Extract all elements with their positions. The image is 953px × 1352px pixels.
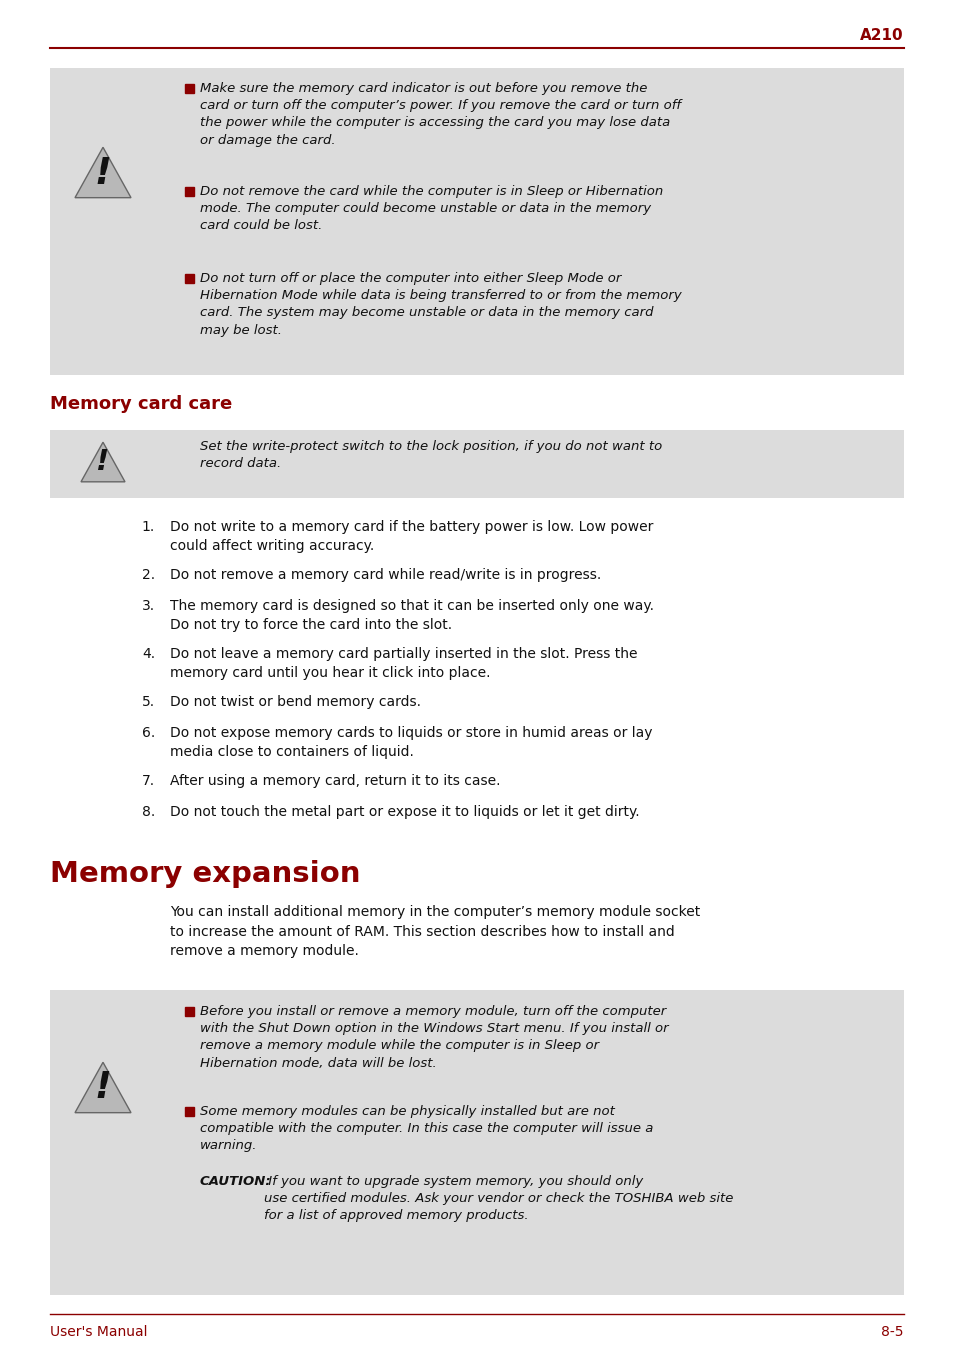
- Bar: [185, 1107, 193, 1115]
- Text: Do not remove the card while the computer is in Sleep or Hibernation
mode. The c: Do not remove the card while the compute…: [200, 185, 662, 233]
- FancyBboxPatch shape: [50, 990, 903, 1295]
- Text: !: !: [94, 154, 112, 192]
- Text: Do not remove a memory card while read/write is in progress.: Do not remove a memory card while read/w…: [170, 568, 600, 581]
- Text: Memory card care: Memory card care: [50, 395, 232, 412]
- Text: Do not expose memory cards to liquids or store in humid areas or lay
media close: Do not expose memory cards to liquids or…: [170, 726, 652, 758]
- Text: User's Manual: User's Manual: [50, 1325, 148, 1338]
- Text: CAUTION:: CAUTION:: [200, 1175, 272, 1188]
- Text: Some memory modules can be physically installed but are not
compatible with the : Some memory modules can be physically in…: [200, 1105, 653, 1152]
- Text: Do not twist or bend memory cards.: Do not twist or bend memory cards.: [170, 695, 420, 708]
- Text: The memory card is designed so that it can be inserted only one way.
Do not try : The memory card is designed so that it c…: [170, 599, 654, 631]
- Text: Do not write to a memory card if the battery power is low. Low power
could affec: Do not write to a memory card if the bat…: [170, 521, 653, 553]
- FancyBboxPatch shape: [50, 68, 903, 375]
- Text: Memory expansion: Memory expansion: [50, 860, 360, 888]
- Text: !: !: [94, 1069, 112, 1106]
- Text: 3.: 3.: [142, 599, 154, 612]
- Text: 4.: 4.: [142, 648, 154, 661]
- Text: After using a memory card, return it to its case.: After using a memory card, return it to …: [170, 773, 500, 788]
- Polygon shape: [81, 442, 125, 481]
- FancyBboxPatch shape: [50, 430, 903, 498]
- Text: Do not turn off or place the computer into either Sleep Mode or
Hibernation Mode: Do not turn off or place the computer in…: [200, 272, 681, 337]
- Text: 8.: 8.: [142, 804, 154, 819]
- Text: Do not touch the metal part or expose it to liquids or let it get dirty.: Do not touch the metal part or expose it…: [170, 804, 639, 819]
- Text: If you want to upgrade system memory, you should only
use certified modules. Ask: If you want to upgrade system memory, yo…: [264, 1175, 733, 1222]
- Text: !: !: [96, 448, 110, 476]
- Text: Make sure the memory card indicator is out before you remove the
card or turn of: Make sure the memory card indicator is o…: [200, 82, 680, 146]
- Text: 6.: 6.: [142, 726, 154, 740]
- Bar: [185, 84, 193, 93]
- Polygon shape: [75, 1063, 131, 1113]
- Bar: [185, 274, 193, 283]
- Bar: [185, 187, 193, 196]
- Text: Do not leave a memory card partially inserted in the slot. Press the
memory card: Do not leave a memory card partially ins…: [170, 648, 637, 680]
- Text: 8-5: 8-5: [881, 1325, 903, 1338]
- Text: 1.: 1.: [142, 521, 154, 534]
- Text: 5.: 5.: [142, 695, 154, 708]
- Text: You can install additional memory in the computer’s memory module socket
to incr: You can install additional memory in the…: [170, 904, 700, 959]
- Text: A210: A210: [860, 28, 903, 43]
- Bar: [185, 1007, 193, 1015]
- Text: Set the write-protect switch to the lock position, if you do not want to
record : Set the write-protect switch to the lock…: [200, 439, 661, 470]
- Text: Before you install or remove a memory module, turn off the computer
with the Shu: Before you install or remove a memory mo…: [200, 1005, 668, 1069]
- Text: 2.: 2.: [142, 568, 154, 581]
- Text: 7.: 7.: [142, 773, 154, 788]
- Polygon shape: [75, 147, 131, 197]
